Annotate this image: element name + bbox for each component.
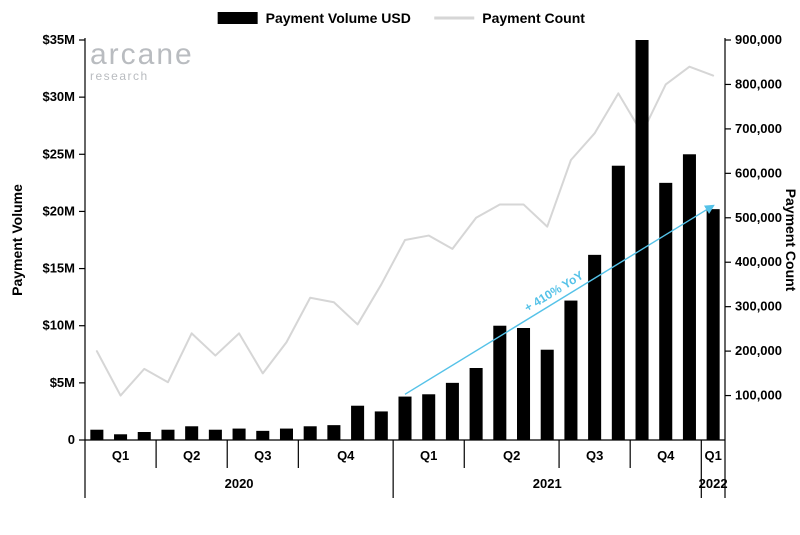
volume-bar [588,255,601,440]
y-tick-label-left: $15M [42,261,75,276]
volume-bar [541,350,554,440]
volume-bar [683,154,696,440]
volume-bar [280,429,293,440]
volume-bar [90,430,103,440]
y-axis-title-right: Payment Count [783,189,799,292]
y-tick-label-left: $35M [42,32,75,47]
y-tick-label-right: 600,000 [735,165,782,180]
volume-bar [636,40,649,440]
volume-bar [233,429,246,440]
y-tick-label-left: $25M [42,146,75,161]
volume-bar [659,183,672,440]
y-tick-label-left: $20M [42,203,75,218]
volume-bar [398,397,411,440]
y-tick-label-right: 400,000 [735,254,782,269]
y-tick-label-left: $5M [50,375,75,390]
volume-bar [470,368,483,440]
volume-bar [707,209,720,440]
volume-bar [351,406,364,440]
y-tick-label-right: 900,000 [735,32,782,47]
y-tick-label-right: 500,000 [735,210,782,225]
y-tick-label-left: $30M [42,89,75,104]
volume-bar [209,430,222,440]
y-tick-label-right: 300,000 [735,299,782,314]
y-axis-title-left: Payment Volume [9,184,25,296]
volume-bar [446,383,459,440]
x-quarter-label: Q2 [503,448,520,463]
y-tick-label-right: 800,000 [735,76,782,91]
x-year-label: 2021 [533,476,562,491]
volume-bar [138,432,151,440]
chart-svg: Payment Volume USD Payment Count 0 $5M $10M $… [0,0,800,535]
volume-bar [114,434,127,440]
y-tick-label-right: 100,000 [735,388,782,403]
y-tick-label-right: 700,000 [735,121,782,136]
volume-bar [161,430,174,440]
legend-label: Payment Count [482,10,585,26]
x-year-label: 2022 [699,476,728,491]
volume-bar [185,426,198,440]
volume-bar [493,326,506,440]
x-quarter-label: Q1 [420,448,437,463]
x-quarter-label: Q4 [657,448,675,463]
legend-swatch-bar [218,12,258,24]
y-tick-label-left: 0 [68,432,75,447]
x-year-label: 2020 [225,476,254,491]
chart-container: Payment Volume USD Payment Count 0 $5M $10M $… [0,0,800,535]
x-quarter-label: Q3 [586,448,603,463]
volume-bar [422,394,435,440]
x-quarter-label: Q2 [183,448,200,463]
x-quarter-label: Q1 [112,448,129,463]
volume-bar [375,411,388,440]
x-quarter-label: Q1 [704,448,721,463]
volume-bar [256,431,269,440]
legend-label: Payment Volume USD [266,10,411,26]
x-quarter-label: Q4 [337,448,355,463]
volume-bar [564,301,577,440]
volume-bar [327,425,340,440]
volume-bar [517,328,530,440]
y-tick-label-left: $10M [42,318,75,333]
x-quarter-label: Q3 [254,448,271,463]
y-tick-label-right: 200,000 [735,343,782,358]
volume-bar [304,426,317,440]
volume-bar [612,166,625,440]
